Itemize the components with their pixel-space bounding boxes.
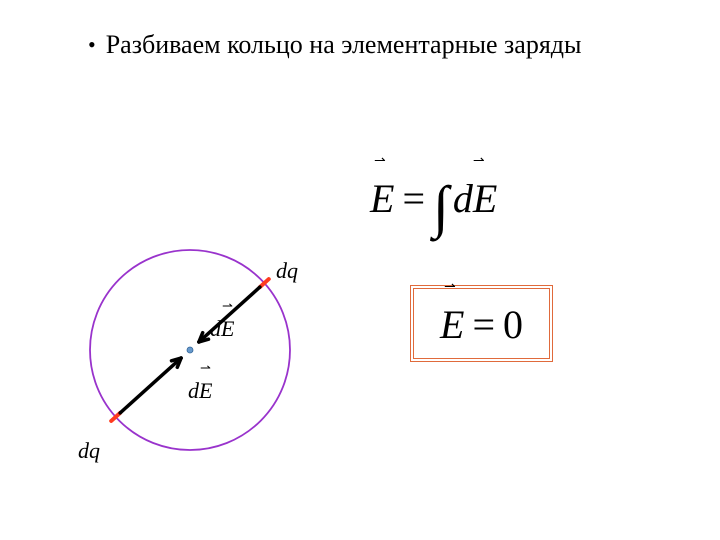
- label-dE-lower: ⇀ dE: [188, 378, 212, 404]
- vector-mark-icon: ⇀: [473, 155, 485, 169]
- ring-diagram: dq dq ⇀ dE ⇀ dE: [60, 220, 320, 480]
- symbol-E-text: E: [440, 302, 464, 347]
- vector-mark-icon: ⇀: [444, 281, 456, 295]
- vector-mark-icon: ⇀: [222, 298, 233, 314]
- slide: • Разбиваем кольцо на элементарные заряд…: [0, 0, 720, 540]
- symbol-E: E: [370, 176, 394, 221]
- symbol-equals: =: [402, 175, 425, 222]
- vector-mark-icon: ⇀: [374, 155, 386, 169]
- label-dE-lower-text: dE: [188, 378, 212, 403]
- symbol-zero: 0: [503, 301, 523, 348]
- bullet-item: • Разбиваем кольцо на элементарные заряд…: [88, 28, 648, 62]
- symbol-equals-boxed: =: [472, 301, 495, 348]
- symbol-E-boxed: ⇀ E: [440, 301, 464, 348]
- symbol-dE: dE: [453, 176, 497, 221]
- equation-integral: ⇀ E = ∫ ⇀ dE: [370, 175, 497, 222]
- label-dE-upper-text: dE: [210, 316, 234, 341]
- equation-lhs: ⇀ E: [370, 175, 394, 222]
- equation-area: ⇀ E = ∫ ⇀ dE ⇀ E = 0: [370, 175, 690, 435]
- label-dq-upper: dq: [276, 258, 298, 284]
- label-dq-lower: dq: [78, 438, 100, 464]
- bullet-text: Разбиваем кольцо на элементарные заряды: [106, 28, 582, 62]
- label-dE-upper: ⇀ dE: [210, 316, 234, 342]
- vector-mark-icon: ⇀: [200, 360, 211, 376]
- equation-boxed-inner: ⇀ E = 0: [440, 301, 523, 348]
- equation-rhs: ⇀ dE: [453, 175, 497, 222]
- bullet-dot-icon: •: [88, 28, 96, 62]
- integral-sign-icon: ∫: [433, 186, 449, 228]
- equation-boxed: ⇀ E = 0: [410, 285, 553, 362]
